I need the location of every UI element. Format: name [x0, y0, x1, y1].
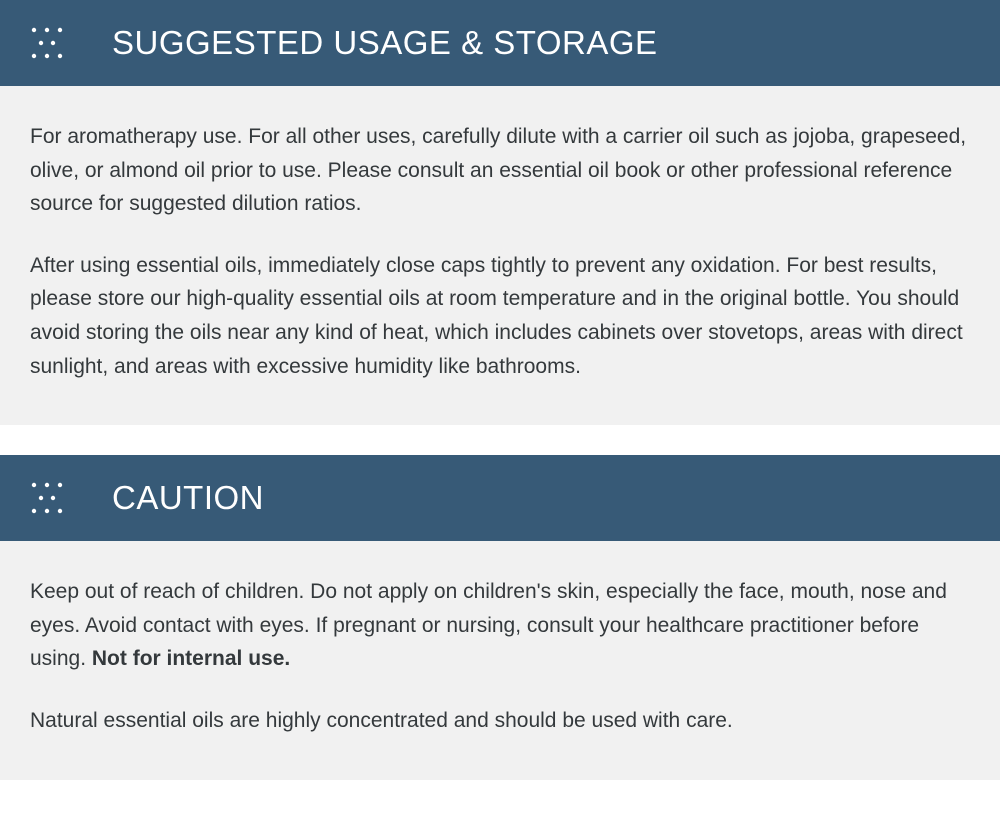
dots-icon	[30, 481, 64, 515]
caution-section-header: CAUTION	[0, 455, 1000, 541]
section-gap	[0, 425, 1000, 455]
usage-section-body: For aromatherapy use. For all other uses…	[0, 86, 1000, 425]
usage-section-header: SUGGESTED USAGE & STORAGE	[0, 0, 1000, 86]
usage-section-title: SUGGESTED USAGE & STORAGE	[112, 24, 658, 62]
usage-section: SUGGESTED USAGE & STORAGE For aromathera…	[0, 0, 1000, 425]
caution-section-body: Keep out of reach of children. Do not ap…	[0, 541, 1000, 779]
caution-paragraph-2: Natural essential oils are highly concen…	[30, 704, 970, 738]
usage-paragraph-2: After using essential oils, immediately …	[30, 249, 970, 383]
usage-paragraph-1: For aromatherapy use. For all other uses…	[30, 120, 970, 221]
caution-paragraph-1: Keep out of reach of children. Do not ap…	[30, 575, 970, 676]
caution-section: CAUTION Keep out of reach of children. D…	[0, 455, 1000, 779]
dots-icon	[30, 26, 64, 60]
caution-paragraph-1-bold: Not for internal use.	[92, 647, 290, 670]
caution-section-title: CAUTION	[112, 479, 264, 517]
